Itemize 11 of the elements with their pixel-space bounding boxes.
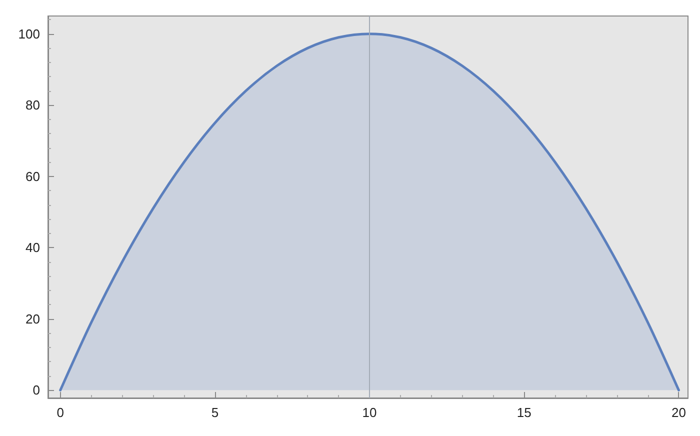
y-tick-label: 80 (26, 98, 40, 113)
x-tick-label: 10 (362, 405, 377, 420)
y-tick-label: 60 (26, 168, 40, 184)
y-tick-label: 40 (26, 240, 40, 256)
y-tick-label: 100 (18, 26, 40, 42)
y-tick-label: 20 (26, 311, 40, 326)
y-tick-label: 0 (32, 382, 40, 398)
x-tick-label: 5 (211, 405, 219, 420)
x-tick-label: 0 (56, 405, 64, 420)
x-tick-label: 20 (671, 405, 686, 420)
x-tick-label: 15 (516, 405, 532, 420)
